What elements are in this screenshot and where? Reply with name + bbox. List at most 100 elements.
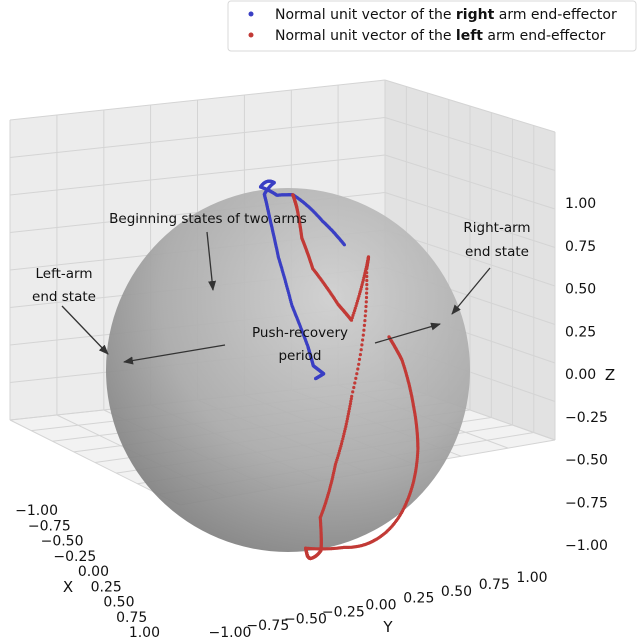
arrow-beginning — [206, 231, 217, 291]
z-tick-label: 0.50 — [565, 282, 596, 298]
left-arm-point — [353, 306, 357, 310]
z-tick-label: −0.75 — [565, 495, 608, 511]
x-tick-label: −0.50 — [41, 534, 84, 550]
y-tick-label: −0.75 — [246, 618, 289, 634]
left-arm-point — [340, 439, 344, 443]
annotation-left-end-line2: end state — [32, 289, 96, 305]
legend: Normal unit vector of the right arm end-… — [227, 0, 637, 52]
gridline — [384, 192, 556, 248]
left-arm-point — [339, 444, 343, 448]
left-arm-point — [353, 309, 357, 313]
left-arm-point — [343, 427, 347, 431]
left-arm-point — [347, 409, 351, 413]
left-arm-point — [358, 290, 362, 294]
z-tick-label: 0.75 — [565, 239, 596, 255]
left-arm-point — [353, 381, 357, 385]
z-axis-label: Z — [605, 366, 615, 384]
x-tick-label: 0.00 — [78, 564, 109, 580]
y-axis-label: Y — [382, 618, 393, 636]
legend-box — [227, 0, 637, 52]
z-tick-label: −0.50 — [565, 453, 608, 469]
annotation-arrows — [61, 231, 491, 365]
left-arm-point — [342, 432, 346, 436]
left-arm-point — [364, 295, 369, 300]
left-arm-point — [358, 353, 362, 357]
left-arm-point — [344, 422, 348, 426]
left-arm-point — [360, 343, 364, 347]
left-arm-point — [352, 311, 356, 315]
left-arm-point — [365, 267, 369, 271]
left-arm-point — [346, 412, 350, 416]
ticks-layer: −1.00−0.75−0.50−0.250.000.250.500.751.00… — [15, 196, 608, 641]
left-arm-point — [348, 402, 352, 406]
left-arm-point — [341, 434, 345, 438]
left-arm-point — [345, 419, 349, 423]
left-arm-point — [347, 407, 351, 411]
arrow-push-left — [123, 344, 226, 365]
gridline — [9, 79, 386, 121]
annotation-beginning: Beginning states of two arms — [109, 211, 307, 227]
left-arm-point — [339, 442, 344, 446]
right-arm-point — [314, 377, 318, 381]
annotation-right-end-line2: end state — [465, 244, 529, 260]
legend-label-left: Normal unit vector of the left arm end-e… — [275, 28, 606, 44]
left-arm-point — [357, 294, 361, 298]
y-tick-label: −1.00 — [209, 625, 252, 641]
x-tick-label: −0.25 — [53, 549, 96, 565]
arrow-push-right — [374, 322, 441, 344]
left-arm-point — [365, 291, 369, 295]
left-arm-point — [362, 323, 366, 327]
z-tick-label: 0.25 — [565, 324, 596, 340]
left-arm-point — [352, 385, 356, 390]
left-arm-point — [365, 274, 369, 279]
y-tick-label: 0.50 — [441, 584, 472, 600]
gridline — [384, 154, 556, 210]
x-tick-label: −1.00 — [15, 503, 58, 519]
arrow-left-end — [61, 305, 109, 355]
y-tick-label: 0.00 — [365, 598, 396, 614]
y-tick-label: −0.25 — [322, 604, 365, 620]
gridline — [384, 79, 556, 133]
left-arm-point — [350, 394, 354, 398]
left-arm-point — [364, 300, 368, 304]
left-arm-point — [363, 319, 367, 323]
left-arm-point — [364, 304, 368, 309]
legend-marker-left — [248, 32, 254, 38]
left-arm-point — [346, 414, 350, 418]
left-arm-point — [351, 390, 355, 394]
x-axis-label: X — [63, 578, 73, 596]
left-arm-point — [349, 399, 353, 403]
left-arm-point — [343, 429, 347, 433]
left-arm-point — [387, 335, 391, 339]
left-arm-point — [345, 417, 349, 421]
annotation-left-end-line1: Left-arm — [35, 266, 92, 282]
z-tick-label: −0.25 — [565, 410, 608, 426]
annotation-push-line1: Push-recovery — [252, 325, 348, 341]
y-tick-label: −0.50 — [284, 611, 327, 627]
annotations: Beginning states of two arms Right-arm e… — [32, 211, 531, 364]
left-arm-point — [365, 278, 369, 283]
z-tick-label: 0.00 — [565, 367, 596, 383]
left-arm-point — [365, 287, 369, 291]
left-arm-point — [337, 449, 342, 453]
gridline — [9, 117, 386, 158]
left-arm-point — [341, 437, 345, 441]
z-tick-label: 1.00 — [565, 196, 596, 212]
gridline — [384, 117, 556, 171]
left-arm-point — [357, 362, 361, 366]
left-arm-point — [365, 283, 369, 287]
left-arm-point — [364, 309, 368, 313]
x-tick-label: −0.75 — [28, 518, 71, 534]
legend-label-right: Normal unit vector of the right arm end-… — [275, 7, 617, 23]
y-tick-label: 1.00 — [516, 570, 547, 586]
annotation-push-line2: period — [278, 348, 321, 364]
left-arm-point — [363, 314, 367, 318]
left-arm-point — [365, 271, 369, 275]
left-arm-point — [354, 376, 358, 380]
unit-sphere — [106, 188, 470, 552]
annotation-right-end-line1: Right-arm — [463, 220, 530, 236]
arrow-right-end — [451, 267, 491, 315]
z-tick-label: −1.00 — [565, 538, 608, 554]
left-arm-point — [356, 367, 360, 371]
left-arm-point — [350, 316, 354, 320]
